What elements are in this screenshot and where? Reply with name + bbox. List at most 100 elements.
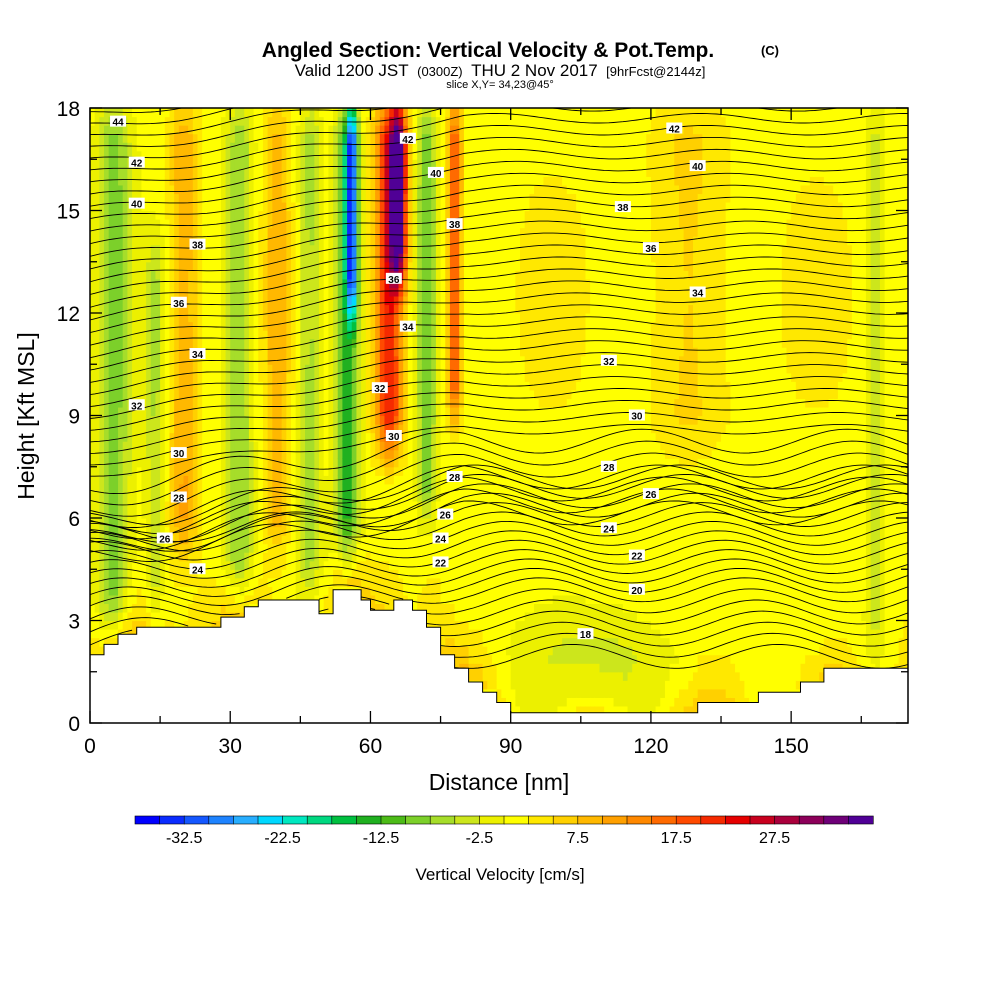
velocity-cell bbox=[248, 543, 255, 553]
velocity-cell bbox=[300, 406, 306, 417]
velocity-cell bbox=[393, 518, 400, 528]
velocity-cell bbox=[295, 398, 301, 408]
velocity-cell bbox=[258, 552, 264, 562]
velocity-cell bbox=[286, 133, 292, 143]
velocity-cell bbox=[295, 338, 301, 348]
velocity-cell bbox=[220, 287, 227, 297]
velocity-cell bbox=[230, 278, 236, 288]
velocity-cell bbox=[384, 441, 390, 451]
velocity-cell bbox=[192, 159, 199, 169]
velocity-cell bbox=[132, 287, 138, 297]
velocity-cell bbox=[122, 594, 128, 605]
velocity-cell bbox=[239, 244, 245, 254]
velocity-cell bbox=[365, 253, 372, 263]
velocity-cell bbox=[319, 449, 325, 459]
velocity-cell bbox=[393, 364, 400, 374]
velocity-cell bbox=[192, 526, 199, 536]
velocity-cell bbox=[398, 201, 404, 212]
velocity-cell bbox=[403, 167, 409, 177]
velocity-cell bbox=[356, 432, 362, 442]
velocity-cell bbox=[365, 509, 372, 519]
velocity-cell bbox=[262, 552, 269, 562]
velocity-cell bbox=[342, 381, 348, 391]
velocity-cell bbox=[211, 372, 217, 382]
velocity-cell bbox=[174, 552, 180, 562]
velocity-cell bbox=[230, 398, 236, 408]
velocity-cell bbox=[314, 321, 320, 331]
velocity-cell bbox=[225, 313, 231, 323]
velocity-cell bbox=[90, 347, 96, 357]
velocity-cell bbox=[370, 236, 376, 246]
velocity-cell bbox=[94, 424, 100, 434]
velocity-cell bbox=[379, 569, 386, 579]
velocity-cell bbox=[356, 381, 362, 391]
velocity-cell bbox=[253, 381, 259, 391]
velocity-cell bbox=[361, 466, 367, 476]
velocity-cell bbox=[216, 278, 222, 288]
velocity-cell bbox=[94, 253, 100, 263]
velocity-cell bbox=[356, 304, 362, 314]
velocity-cell bbox=[183, 321, 189, 331]
velocity-cell bbox=[146, 500, 152, 511]
velocity-cell bbox=[281, 475, 287, 485]
velocity-cell bbox=[230, 458, 236, 468]
velocity-cell bbox=[375, 372, 381, 382]
velocity-cell bbox=[281, 295, 287, 306]
velocity-cell bbox=[361, 389, 367, 400]
velocity-cell bbox=[370, 210, 376, 220]
velocity-cell bbox=[136, 347, 143, 357]
velocity-cell bbox=[211, 347, 217, 357]
velocity-cell bbox=[225, 270, 231, 280]
velocity-cell bbox=[323, 159, 329, 169]
velocity-cell bbox=[351, 577, 358, 587]
velocity-cell bbox=[347, 535, 353, 545]
velocity-cell bbox=[262, 577, 269, 587]
velocity-cell bbox=[309, 509, 315, 519]
velocity-cell bbox=[290, 287, 297, 297]
velocity-cell bbox=[178, 125, 185, 135]
velocity-cell bbox=[183, 526, 189, 536]
velocity-cell bbox=[132, 227, 138, 237]
velocity-cell bbox=[178, 304, 185, 314]
velocity-cell bbox=[365, 535, 372, 545]
velocity-cell bbox=[206, 193, 213, 203]
velocity-cell bbox=[323, 415, 329, 425]
velocity-cell bbox=[323, 330, 329, 340]
velocity-cell bbox=[347, 372, 353, 382]
velocity-cell bbox=[272, 201, 278, 212]
velocity-cell bbox=[90, 244, 96, 254]
velocity-cell bbox=[389, 227, 395, 237]
velocity-cell bbox=[225, 364, 231, 374]
velocity-cell bbox=[183, 330, 189, 340]
velocity-cell bbox=[178, 569, 185, 579]
velocity-cell bbox=[108, 330, 114, 340]
velocity-cell bbox=[295, 389, 301, 400]
velocity-cell bbox=[267, 201, 273, 212]
velocity-cell bbox=[141, 424, 147, 434]
velocity-cell bbox=[267, 475, 273, 485]
velocity-cell bbox=[244, 184, 250, 195]
velocity-cell bbox=[183, 509, 189, 519]
velocity-cell bbox=[99, 321, 105, 331]
velocity-cell bbox=[164, 518, 171, 528]
velocity-cell bbox=[333, 372, 339, 382]
velocity-cell bbox=[216, 116, 222, 126]
velocity-cell bbox=[361, 415, 367, 425]
velocity-cell bbox=[281, 466, 287, 476]
velocity-cell bbox=[146, 620, 152, 630]
velocity-cell bbox=[118, 381, 124, 391]
velocity-cell bbox=[169, 330, 175, 340]
velocity-cell bbox=[407, 244, 414, 254]
velocity-cell bbox=[323, 244, 329, 254]
velocity-cell bbox=[202, 424, 208, 434]
velocity-cell bbox=[164, 449, 171, 459]
velocity-cell bbox=[258, 227, 264, 237]
velocity-cell bbox=[169, 398, 175, 408]
velocity-cell bbox=[146, 253, 152, 263]
velocity-cell bbox=[202, 278, 208, 288]
velocity-cell bbox=[183, 133, 189, 143]
velocity-cell bbox=[398, 210, 404, 220]
velocity-cell bbox=[225, 406, 231, 417]
velocity-cell bbox=[183, 304, 189, 314]
velocity-cell bbox=[276, 295, 283, 306]
